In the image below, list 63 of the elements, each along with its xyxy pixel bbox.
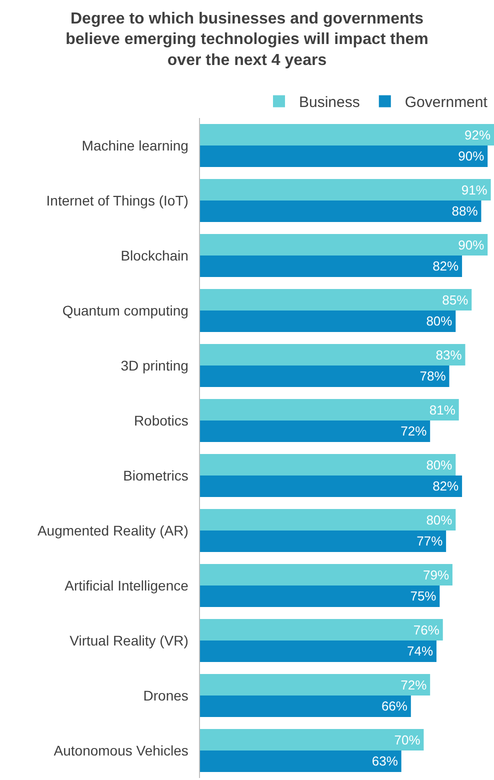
data-label: 80%: [426, 314, 453, 329]
bar: [200, 200, 482, 222]
data-label: 91%: [461, 182, 488, 198]
data-label: 70%: [394, 732, 421, 748]
bar: [200, 530, 446, 552]
y-tick-label: Biometrics: [123, 467, 196, 484]
bar: [200, 696, 411, 717]
bar: [200, 310, 456, 332]
bar: [200, 399, 459, 420]
y-tick-label: Internet of Things (IoT): [46, 192, 196, 208]
bar: [200, 586, 440, 607]
y-tick-label: Virtual Reality (VR): [70, 632, 196, 648]
bar: [200, 124, 494, 146]
data-label: 82%: [432, 478, 460, 494]
y-tick-label: Artificial Intelligence: [64, 577, 196, 594]
y-tick-label: Blockchain: [120, 247, 196, 264]
bar: [200, 256, 462, 277]
bar: [200, 674, 430, 696]
data-label: 72%: [400, 424, 428, 439]
data-label: 80%: [426, 512, 453, 528]
bar: [200, 476, 462, 497]
bar: [200, 234, 488, 256]
bar: [200, 509, 456, 530]
legend-label: Government: [404, 94, 488, 112]
bar: [200, 146, 488, 167]
bar: [200, 344, 466, 366]
y-tick-label: 3D printing: [120, 357, 196, 374]
data-label: 77%: [416, 534, 444, 549]
bar: [200, 179, 491, 200]
data-label: 78%: [420, 368, 446, 384]
data-label: 85%: [442, 292, 469, 308]
data-label: 79%: [423, 567, 450, 582]
chart-title: Degree to which businesses and governments believe emerging technologies will impact them over the next 4 years: [66, 10, 428, 69]
bar: [200, 619, 443, 640]
data-label: 76%: [413, 622, 440, 638]
data-label: 82%: [432, 258, 460, 274]
bar: [200, 454, 456, 476]
y-tick-label: Machine learning: [82, 137, 196, 154]
bar: [200, 564, 452, 586]
bar: [200, 640, 436, 662]
data-label: 83%: [436, 347, 462, 362]
data-label: 80%: [426, 457, 453, 472]
data-label: 88%: [452, 204, 478, 219]
data-label: 92%: [464, 127, 491, 142]
y-tick-label: Quantum computing: [62, 302, 196, 318]
data-label: 81%: [429, 402, 456, 418]
bar: [200, 366, 450, 387]
data-label: 72%: [400, 677, 428, 692]
y-tick-label: Drones: [143, 687, 196, 704]
data-label: 90%: [458, 148, 485, 164]
y-tick-label: Robotics: [134, 412, 196, 428]
data-label: 75%: [410, 588, 437, 604]
data-label: 66%: [381, 698, 408, 714]
bar: [200, 420, 430, 442]
bar: [200, 289, 472, 310]
data-label: 63%: [372, 754, 398, 769]
y-tick-label: Augmented Reality (AR): [37, 522, 196, 538]
data-label: 74%: [407, 644, 434, 659]
bar: [200, 729, 424, 750]
bar: [200, 750, 402, 772]
legend-label: Business: [299, 94, 360, 112]
y-tick-label: Autonomous Vehicles: [54, 742, 196, 758]
data-label: 90%: [458, 237, 485, 252]
